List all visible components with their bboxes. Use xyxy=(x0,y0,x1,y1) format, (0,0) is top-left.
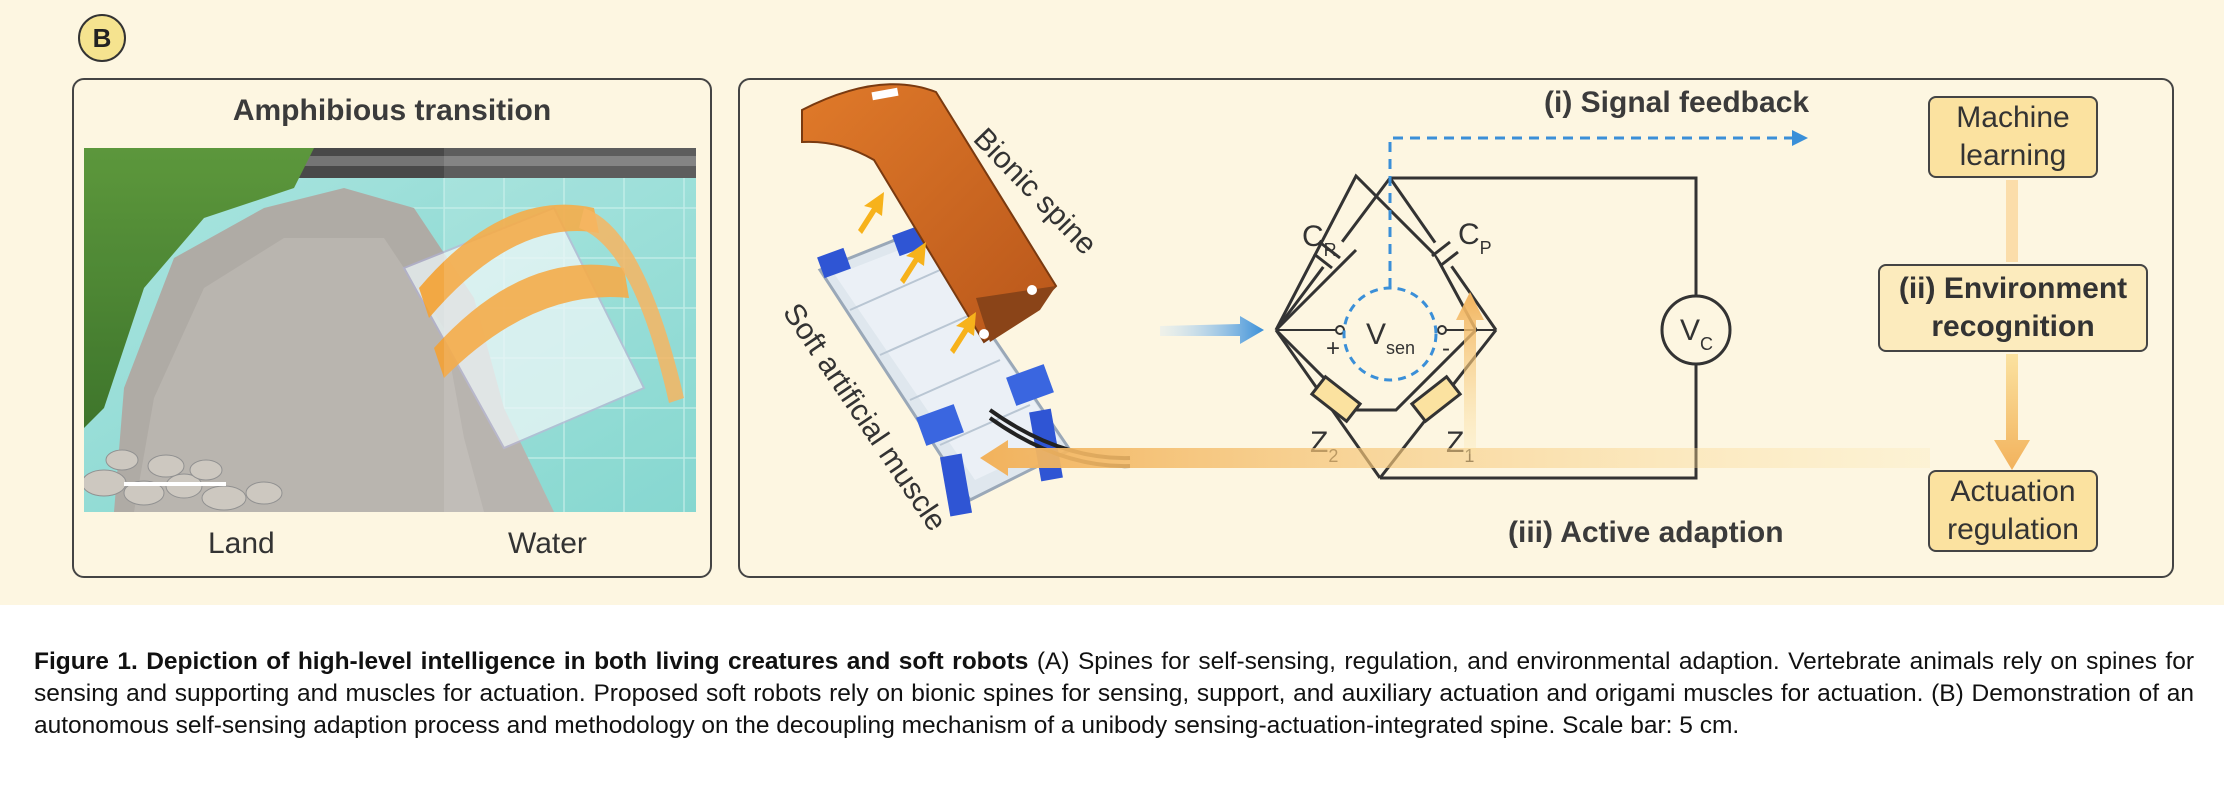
actuation-regulation-text: Actuation regulation xyxy=(1947,475,2079,546)
minus-terminal: - xyxy=(1442,335,1450,362)
amphibious-title: Amphibious transition xyxy=(232,94,552,127)
bionic-spine-illustration xyxy=(801,83,1058,344)
vc-circle xyxy=(1660,294,1732,366)
amphibious-transition-panel: Amphibious transition xyxy=(72,78,712,578)
resistor-z2 xyxy=(1309,374,1363,424)
svg-text:CP: CP xyxy=(1458,218,1492,258)
signal-feedback-label: (i) Signal feedback xyxy=(1544,86,1810,119)
svg-text:Vsen: Vsen xyxy=(1366,318,1415,358)
active-adaption-arrow xyxy=(980,440,1930,476)
vsen-label: V xyxy=(1366,318,1386,351)
land-label: Land xyxy=(208,527,275,560)
figure-panel-b: B Amphibious transition xyxy=(0,0,2224,605)
signal-feedback-line xyxy=(1388,136,1792,288)
amphibious-photo xyxy=(84,148,696,512)
lift-arrows xyxy=(858,192,976,354)
blue-arrow-to-circuit xyxy=(1160,316,1264,344)
svg-text:VC: VC xyxy=(1680,314,1713,354)
adaption-up-arrow xyxy=(1456,292,1484,454)
env-to-actuation-arrow xyxy=(1994,354,2030,470)
cr-label: C xyxy=(1302,220,1324,253)
environment-recognition-text: (ii) Environment recognition xyxy=(1898,272,2128,343)
panel-label-badge: B xyxy=(78,14,126,62)
resistor-z1 xyxy=(1409,374,1463,424)
vc-label: V xyxy=(1680,314,1700,347)
caption-title: Figure 1. Depiction of high-level intell… xyxy=(34,648,1029,675)
machine-learning-text: Machine learning xyxy=(1956,101,2070,172)
machine-learning-box: Machine learning xyxy=(1928,96,2098,178)
methodology-diagram: Bionic spine Soft artificial muscle xyxy=(776,83,2030,537)
svg-text:CR: CR xyxy=(1302,220,1337,260)
actuation-regulation-box: Actuation regulation xyxy=(1928,470,2098,552)
water-label: Water xyxy=(508,527,587,560)
methodology-panel: Bionic spine Soft artificial muscle xyxy=(738,78,2174,578)
ml-to-env-connector xyxy=(2006,180,2018,262)
environment-recognition-box: (ii) Environment recognition xyxy=(1878,264,2148,352)
active-adaption-label: (iii) Active adaption xyxy=(1508,516,1784,549)
vsen-circle xyxy=(1342,286,1438,382)
figure-caption: Figure 1. Depiction of high-level intell… xyxy=(34,646,2194,742)
caption-body: (A) Spines for self-sensing, regulation,… xyxy=(34,648,2194,739)
plus-terminal: + xyxy=(1326,335,1340,362)
cp-label: C xyxy=(1458,218,1480,251)
